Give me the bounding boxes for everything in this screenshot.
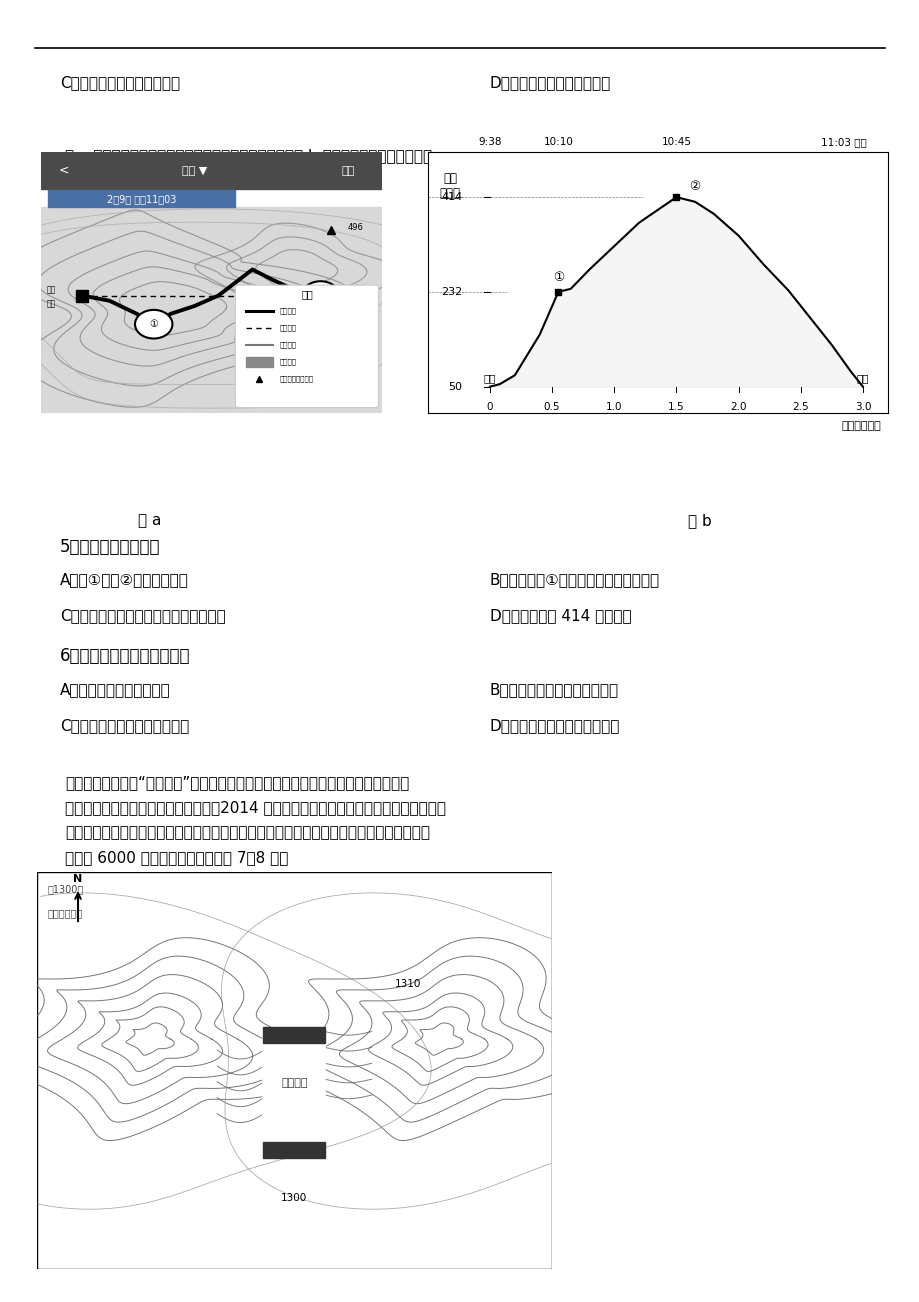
- Text: 凉爽的气候条件是“数据中心”选址考虑的重要因素之一，贵州以其天然的优势吸引着: 凉爽的气候条件是“数据中心”选址考虑的重要因素之一，贵州以其天然的优势吸引着: [65, 775, 409, 790]
- Text: 1310: 1310: [394, 979, 421, 988]
- Text: 分享: 分享: [341, 165, 354, 176]
- Text: 5．该同学登山过程中: 5．该同学登山过程中: [60, 538, 160, 556]
- Text: 等高线（米）: 等高线（米）: [47, 907, 83, 918]
- Text: ⌂: ⌂: [310, 354, 317, 367]
- Text: ①: ①: [552, 271, 563, 284]
- Text: 道内置 6000 台服务器。据此完成第 7～8 题。: 道内置 6000 台服务器。据此完成第 7～8 题。: [65, 850, 288, 865]
- Text: 距离（千米）: 距离（千米）: [841, 421, 880, 431]
- Circle shape: [301, 281, 339, 310]
- Text: 3.0: 3.0: [854, 402, 870, 413]
- Text: 图 b: 图 b: [687, 513, 711, 529]
- Text: 11:03 时间: 11:03 时间: [821, 137, 867, 147]
- Text: 缆车路线: 缆车路线: [279, 324, 296, 332]
- Text: D．翳越了海拔 414 米的山峰: D．翳越了海拔 414 米的山峰: [490, 608, 631, 622]
- Text: 终点: 终点: [47, 299, 56, 307]
- Bar: [245, 357, 273, 367]
- Text: 10:45: 10:45: [661, 137, 691, 147]
- Text: 10:10: 10:10: [543, 137, 573, 147]
- Bar: [263, 1142, 325, 1159]
- Text: 观瀑为: 观瀑为: [306, 344, 321, 352]
- Text: 1.0: 1.0: [606, 402, 622, 413]
- Text: 2.5: 2.5: [791, 402, 808, 413]
- Text: 数据中心: 数据中心: [281, 1078, 307, 1087]
- Text: 众多世界级企业的数据中心在此布局。2014 年富士康在贵州贵安新区兴建其世界首创的维: 众多世界级企业的数据中心在此布局。2014 年富士康在贵州贵安新区兴建其世界首创…: [65, 799, 446, 815]
- Text: 起点: 起点: [483, 374, 495, 384]
- Text: 496: 496: [347, 224, 363, 232]
- Text: ②: ②: [316, 290, 324, 301]
- Text: 1300: 1300: [281, 1193, 307, 1203]
- Text: （米）: （米）: [439, 187, 460, 201]
- Text: 2月9日 上午11：03: 2月9日 上午11：03: [107, 194, 176, 203]
- Text: 232: 232: [441, 286, 462, 297]
- Text: A．从①地至②地的坡度最降: A．从①地至②地的坡度最降: [60, 572, 188, 587]
- Bar: [263, 1031, 325, 1159]
- Text: A．此山为北方地区的丘陵: A．此山为北方地区的丘陵: [60, 682, 171, 697]
- Text: D．该月份地球公转速度加快: D．该月份地球公转速度加快: [490, 76, 610, 90]
- Text: 图 a 为某同学手机显示的在我国某地登山运动轨迹图，图 b 为登山过程中爬坡高度示意: 图 a 为某同学手机显示的在我国某地登山运动轨迹图，图 b 为登山过程中爬坡高度…: [65, 148, 432, 163]
- Text: 图 a: 图 a: [138, 513, 162, 529]
- Text: B．当地传统民居普遍为尖顶房: B．当地传统民居普遍为尖顶房: [490, 682, 618, 697]
- Text: 414: 414: [441, 193, 462, 202]
- Text: 山峰及海拔（米）: 山峰及海拔（米）: [279, 375, 313, 383]
- Text: 9:38: 9:38: [478, 137, 501, 147]
- Text: C．观赏瀑布尚未进入最佳季节: C．观赏瀑布尚未进入最佳季节: [60, 717, 189, 733]
- Text: ～1300～: ～1300～: [47, 884, 84, 894]
- Text: 色隙道式数据中心。下图所示隙道呈南北走向，布局于两山之间的席口，顶部覆土复植，隙: 色隙道式数据中心。下图所示隙道呈南北走向，布局于两山之间的席口，顶部覆土复植，隙: [65, 825, 429, 840]
- Text: 图例: 图例: [301, 289, 312, 299]
- Text: 0.5: 0.5: [543, 402, 560, 413]
- Text: 海拔: 海拔: [443, 172, 457, 185]
- Text: 游客中心: 游客中心: [279, 358, 296, 366]
- Text: ①: ①: [149, 319, 158, 329]
- Bar: [48, 190, 235, 207]
- Text: 公园步道: 公园步道: [279, 341, 296, 349]
- Text: ②: ②: [688, 180, 699, 193]
- Text: 终点: 终点: [856, 374, 868, 384]
- Bar: [263, 1027, 325, 1043]
- Text: N: N: [74, 874, 83, 884]
- FancyBboxPatch shape: [235, 285, 378, 408]
- Text: 起点: 起点: [47, 286, 56, 294]
- Text: 6．该地桃花盛开，由此推断: 6．该地桃花盛开，由此推断: [60, 647, 190, 665]
- Text: 0: 0: [486, 402, 493, 413]
- Text: 登山轨迹: 登山轨迹: [279, 307, 296, 315]
- Text: 轨迹 ▼: 轨迹 ▼: [182, 165, 207, 176]
- Bar: [41, 152, 381, 189]
- Text: B．自起点至①地，太阳高度角逐渐变大: B．自起点至①地，太阳高度角逐渐变大: [490, 572, 660, 587]
- Text: 1.5: 1.5: [667, 402, 684, 413]
- Text: 图。读图，回答第 5～6 题。: 图。读图，回答第 5～6 题。: [65, 172, 194, 187]
- Text: D．桃花节可吸引大量海外游客: D．桃花节可吸引大量海外游客: [490, 717, 619, 733]
- Circle shape: [135, 310, 172, 339]
- Text: <: <: [59, 164, 69, 177]
- Bar: [41, 207, 381, 413]
- Text: 50: 50: [448, 381, 462, 392]
- Text: C．沿步道下山比乘缆车下山相对高度小: C．沿步道下山比乘缆车下山相对高度小: [60, 608, 225, 622]
- Text: C．昆仑站与长城站日期相同: C．昆仑站与长城站日期相同: [60, 76, 180, 90]
- Text: 2.0: 2.0: [730, 402, 746, 413]
